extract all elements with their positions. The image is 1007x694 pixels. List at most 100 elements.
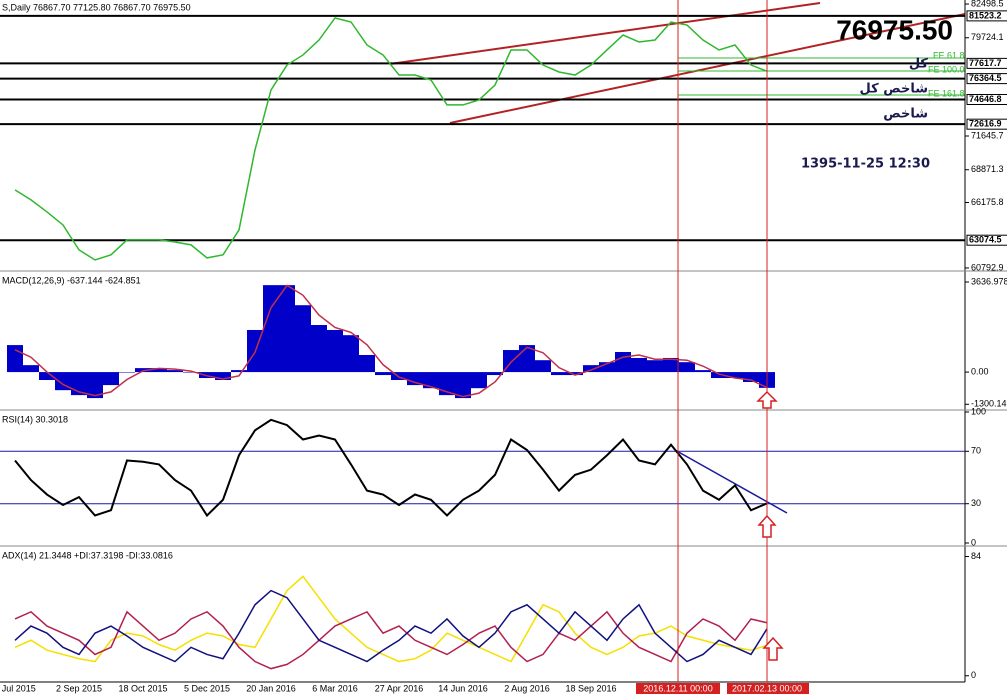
series-line: [14, 589, 768, 663]
bar: [583, 365, 599, 373]
bar: [263, 285, 279, 373]
bar: [7, 345, 23, 373]
bar: [471, 372, 487, 389]
bar: [439, 372, 455, 396]
level-label: 72616.9: [969, 119, 1002, 129]
panel-title: ADX(14) 21.3448 +DI:37.3198 -DI:33.0816: [2, 550, 173, 560]
bar: [599, 362, 615, 373]
bar: [311, 325, 327, 373]
bar: [359, 354, 375, 373]
level-box: [966, 57, 1007, 69]
level-box: [966, 118, 1007, 130]
panel-title: MACD(12,26,9) -637.144 -624.851: [2, 275, 141, 285]
level-label: 74646.8: [969, 94, 1002, 104]
last-price: 76975.50: [836, 14, 953, 45]
x-tick-label: 2 Aug 2016: [504, 683, 550, 693]
bar: [103, 372, 119, 386]
x-tick-label: 2 Sep 2015: [56, 683, 102, 693]
series-line: [14, 575, 768, 663]
date-note: 1395-11-25 12:30: [801, 157, 930, 172]
bar: [87, 372, 103, 399]
x-tick-label: 1 Jul 2015: [0, 683, 36, 693]
overlay: 76975.50 FE 61.8 FE 100.0 FE 161.8 کل شا…: [677, 0, 965, 682]
y-tick-label: -1300.14: [971, 399, 1007, 409]
bar: [487, 372, 503, 376]
bar: [231, 370, 247, 373]
y-tick-label: 0.00: [971, 366, 989, 376]
series-line: [14, 418, 768, 518]
bar: [695, 370, 711, 373]
bar: [679, 362, 695, 373]
bar: [423, 372, 439, 389]
bar: [631, 357, 647, 373]
y-tick-label: 84: [971, 551, 981, 561]
level-box: [966, 73, 1007, 85]
fibo-label: FE 161.8: [928, 88, 965, 98]
x-tick-label: 2017.02.13 00:00: [732, 683, 802, 693]
y-tick-label: 70: [971, 446, 981, 456]
bar: [167, 370, 183, 373]
level-label: 81523.2: [969, 10, 1002, 20]
y-tick-label: 30: [971, 498, 981, 508]
level-label: 63074.5: [969, 235, 1002, 245]
series-line: [14, 610, 768, 670]
layout: [389, 2, 966, 694]
bar: [183, 372, 199, 373]
y-tick-label: 60792.9: [971, 262, 1004, 272]
level-box: [966, 234, 1007, 246]
x-tick-label: 6 Mar 2016: [312, 683, 358, 693]
level-label: 77617.7: [969, 58, 1002, 68]
trend-line: [449, 13, 966, 124]
x-tick-label: 18 Oct 2015: [118, 683, 167, 693]
bar: [119, 372, 135, 373]
trend-line: [389, 2, 821, 65]
y-tick-label: 100: [971, 406, 986, 416]
bar: [647, 360, 663, 373]
bar: [375, 372, 391, 376]
y-tick-label: 0: [971, 670, 976, 680]
bar: [727, 372, 743, 379]
y-tick-label: 68871.3: [971, 164, 1004, 174]
level-box: [966, 94, 1007, 106]
date-box: [636, 683, 720, 694]
arrow: [756, 390, 778, 409]
x-tick-label: 18 Sep 2016: [565, 683, 616, 693]
x-tick-label: 20 Jan 2016: [246, 683, 296, 693]
bar: [23, 365, 39, 373]
y-tick-label: 79724.1: [971, 32, 1004, 42]
bar: [615, 352, 631, 373]
arrow: [762, 636, 784, 661]
bar: [343, 335, 359, 373]
series-line: [14, 284, 768, 398]
bar: [215, 372, 231, 381]
date-box: [727, 683, 809, 694]
bar: [151, 368, 167, 373]
level-note: شاخص کل: [860, 82, 928, 97]
bar: [567, 372, 583, 376]
bar: [455, 372, 471, 399]
fibo-label: FE 61.8: [933, 50, 965, 60]
x-tick-label: 27 Apr 2016: [375, 683, 424, 693]
y-tick-label: 0: [971, 537, 976, 547]
bar: [295, 305, 311, 373]
bar: [279, 285, 295, 373]
y-tick-label: 71645.7: [971, 130, 1004, 140]
level-box: [966, 10, 1007, 22]
y-tick-label: 3636.978: [971, 276, 1007, 286]
panel-title: RSI(14) 30.3018: [2, 414, 68, 424]
fibo-label: FE 100.0: [928, 64, 965, 74]
bar: [551, 372, 567, 376]
bar: [711, 372, 727, 379]
bar: [663, 357, 679, 373]
level-note: کل: [909, 57, 929, 72]
bar: [327, 329, 343, 373]
series-line: [14, 17, 768, 261]
x-tick-label: 14 Jun 2016: [438, 683, 488, 693]
y-tick-label: 66175.8: [971, 197, 1004, 207]
bar: [535, 360, 551, 373]
bar: [39, 372, 55, 381]
trend-line: [674, 449, 788, 514]
